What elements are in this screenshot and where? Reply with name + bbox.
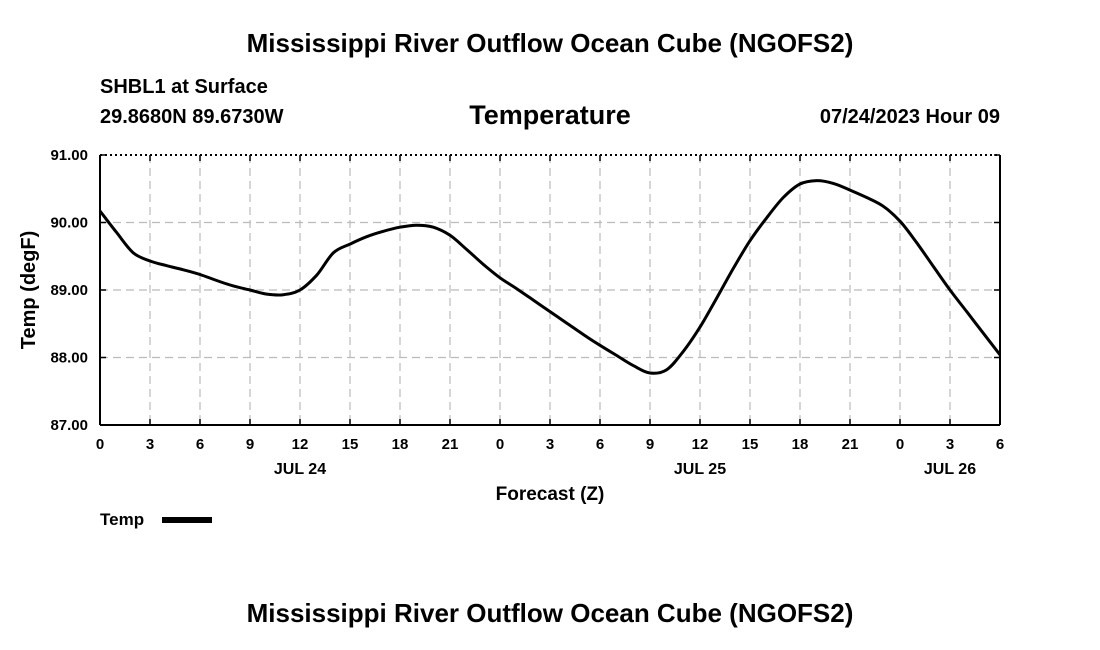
x-axis-title: Forecast (Z) — [496, 484, 605, 505]
x-tick-label: 0 — [96, 436, 104, 453]
station-label: SHBL1 at Surface — [100, 76, 268, 98]
legend-label: Temp — [100, 510, 145, 529]
x-tick-label: 9 — [646, 436, 654, 453]
x-tick-label: 3 — [946, 436, 954, 453]
x-tick-label: 15 — [742, 436, 759, 453]
x-tick-label: 0 — [896, 436, 904, 453]
x-tick-label: 6 — [196, 436, 204, 453]
y-tick-label: 91.00 — [50, 147, 88, 164]
axes — [99, 154, 1001, 426]
date-label: JUL 26 — [924, 461, 976, 478]
x-tick-label: 6 — [596, 436, 604, 453]
y-tick-label: 88.00 — [50, 350, 88, 367]
chart-footer-title: Mississippi River Outflow Ocean Cube (NG… — [246, 598, 854, 628]
forecast-datetime: 07/24/2023 Hour 09 — [819, 106, 1000, 128]
x-tick-label: 0 — [496, 436, 504, 453]
x-tick-label: 12 — [692, 436, 709, 453]
x-tick-label: 15 — [342, 436, 359, 453]
y-tick-label: 89.00 — [50, 282, 88, 299]
x-tick-label: 12 — [292, 436, 309, 453]
x-tick-label: 3 — [146, 436, 154, 453]
x-tick-label: 18 — [792, 436, 809, 453]
y-tick-label: 87.00 — [50, 417, 88, 434]
variable-title: Temperature — [469, 100, 631, 130]
x-tick-label: 3 — [546, 436, 554, 453]
x-tick-label: 21 — [442, 436, 459, 453]
legend-line-swatch — [162, 517, 212, 523]
x-tick-label: 21 — [842, 436, 859, 453]
x-tick-label: 18 — [392, 436, 409, 453]
station-coordinates: 29.8680N 89.6730W — [100, 106, 284, 128]
y-axis-title: Temp (degF) — [18, 231, 40, 350]
x-tick-label: 6 — [996, 436, 1004, 453]
y-tick-label: 90.00 — [50, 215, 88, 232]
date-label: JUL 24 — [274, 461, 326, 478]
series-layer — [98, 179, 1002, 375]
temp-series-line — [98, 179, 1002, 375]
axis-labels: 0 3 6 9 12 15 18 21 0 3 6 9 12 15 18 21 0 3 6 87.00 88.00 89.… — [18, 147, 1004, 505]
chart-main-title: Mississippi River Outflow Ocean Cube (NG… — [246, 28, 854, 58]
x-tick-label: 9 — [246, 436, 254, 453]
date-label: JUL 25 — [674, 461, 726, 478]
